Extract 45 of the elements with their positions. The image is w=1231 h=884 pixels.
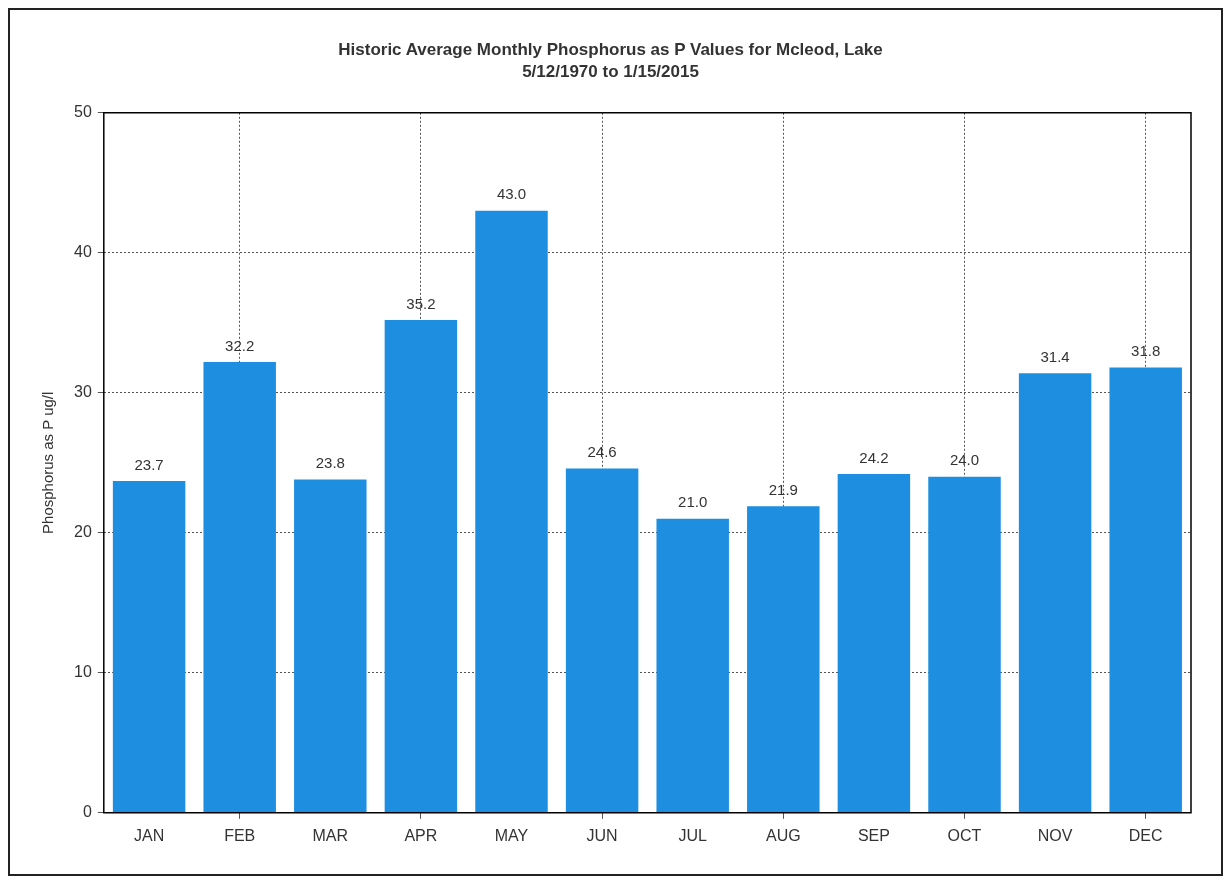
- x-tick-label: SEP: [857, 826, 890, 844]
- data-label: 35.2: [406, 294, 436, 312]
- data-label: 43.0: [496, 185, 527, 203]
- bar: [475, 210, 548, 813]
- x-tick-label: JUL: [678, 826, 708, 844]
- data-label: 23.7: [134, 455, 164, 473]
- bar: [837, 474, 911, 813]
- data-label: 31.8: [1131, 342, 1161, 360]
- bar: [112, 481, 186, 813]
- y-tick-label: 10: [74, 663, 92, 681]
- bar: [1018, 373, 1092, 813]
- bar: [294, 479, 367, 813]
- x-tick-label: DEC: [1128, 826, 1163, 844]
- data-label: 24.2: [859, 448, 889, 466]
- data-label: 24.0: [949, 451, 980, 469]
- bar: [384, 320, 458, 813]
- x-tick-label: FEB: [224, 826, 256, 844]
- y-tick-label: 30: [74, 383, 92, 401]
- y-tick-label: 20: [74, 523, 92, 541]
- x-tick-label: MAR: [312, 826, 349, 844]
- bar: [203, 362, 276, 813]
- x-tick-label: APR: [404, 826, 438, 844]
- data-label: 32.2: [225, 336, 255, 354]
- chart-title: Historic Average Monthly Phosphorus as P Values for Mcleod, Lake: [338, 39, 883, 59]
- chart-subtitle: 5/12/1970 to 1/15/2015: [522, 62, 699, 82]
- y-tick-label: 50: [74, 103, 92, 121]
- bar: [928, 476, 1001, 813]
- data-label: 21.9: [768, 480, 798, 498]
- y-axis-title: Phosphorus as P ug/l: [39, 391, 57, 534]
- x-tick-label: MAY: [494, 826, 529, 844]
- x-tick-label: JUN: [586, 826, 618, 844]
- bar: [1109, 367, 1182, 813]
- data-label: 21.0: [678, 493, 708, 511]
- x-tick-label: NOV: [1037, 826, 1073, 844]
- bar: [747, 506, 820, 813]
- x-tick-label: JAN: [133, 826, 165, 844]
- data-label: 31.4: [1040, 347, 1070, 365]
- data-label: 24.6: [587, 443, 617, 461]
- bar: [656, 518, 729, 813]
- x-tick-label: AUG: [765, 826, 801, 844]
- bar: [565, 468, 639, 813]
- y-tick-label: 40: [74, 243, 92, 261]
- y-tick-label: 0: [82, 803, 92, 821]
- x-tick-label: OCT: [947, 826, 982, 844]
- data-label: 23.8: [315, 454, 345, 472]
